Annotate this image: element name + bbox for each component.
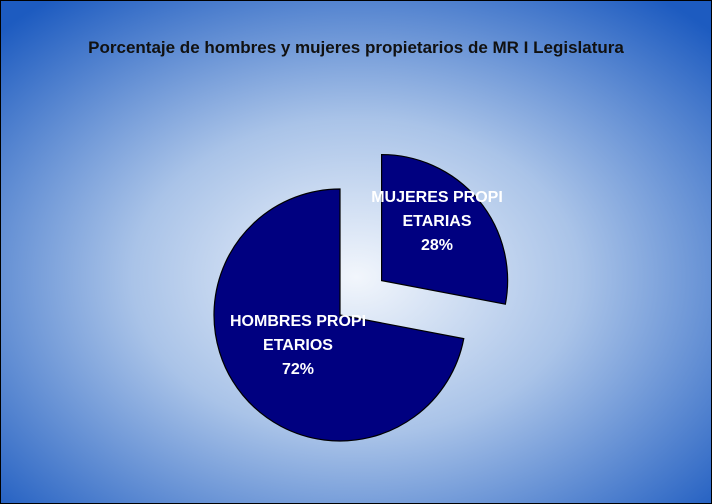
chart-title: Porcentaje de hombres y mujeres propieta… bbox=[88, 38, 624, 57]
category-label: MUJERES PROPIETARIAS bbox=[371, 189, 503, 230]
pie-slice bbox=[213, 188, 465, 442]
value-label: 28% bbox=[420, 237, 454, 254]
value-label: 72% bbox=[281, 361, 315, 378]
slice-label: HOMBRES PROPIETARIOS 72% bbox=[230, 310, 366, 382]
pie-slice bbox=[381, 153, 509, 305]
pie bbox=[213, 153, 509, 442]
category-label: HOMBRES PROPIETARIOS bbox=[230, 313, 367, 354]
slice-label: MUJERES PROPIETARIAS 28% bbox=[369, 186, 505, 258]
